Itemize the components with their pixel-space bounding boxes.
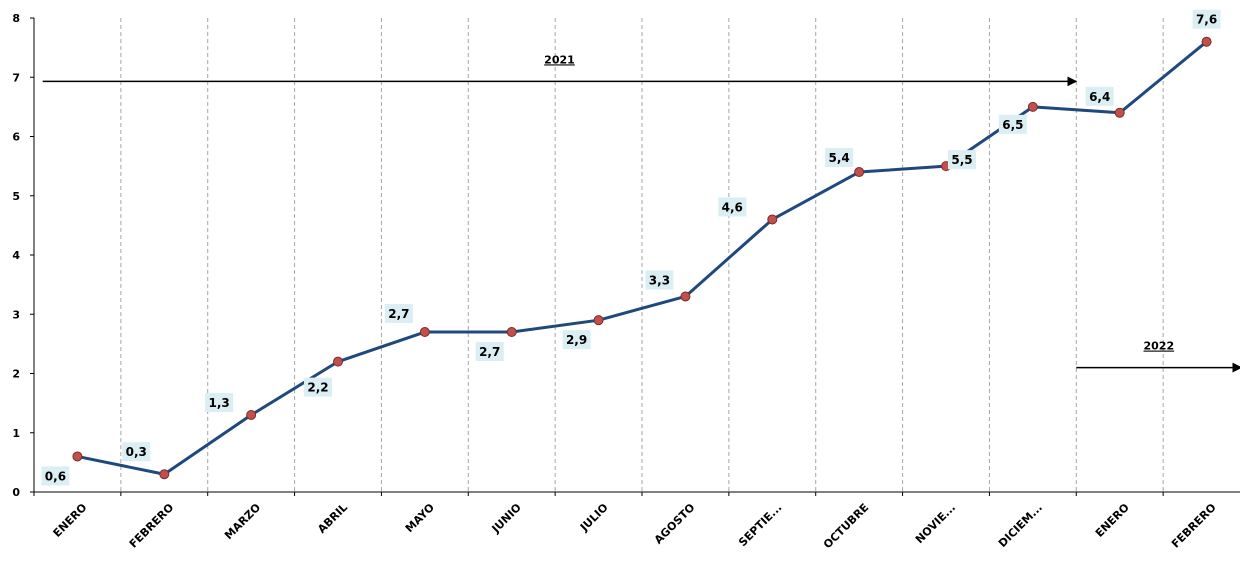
x-tick-label: JUNIO <box>489 501 524 536</box>
annotation-layer: 2021 2022 <box>42 53 1240 373</box>
x-tick-label: MARZO <box>222 501 263 542</box>
data-label: 6,4 <box>1085 86 1114 106</box>
data-point <box>593 315 604 326</box>
data-label: 4,6 <box>718 197 747 217</box>
data-label-bg <box>41 466 70 486</box>
x-tick-label: OCTUBRE <box>821 501 871 551</box>
y-tick-label: 7 <box>12 71 20 84</box>
x-tick-label: FEBRERO <box>127 501 177 551</box>
data-label: 2,7 <box>384 304 413 324</box>
data-label: 2,7 <box>475 342 504 362</box>
x-tick-label: AGOSTO <box>652 501 698 547</box>
data-label: 5,5 <box>948 150 976 170</box>
data-point <box>419 327 430 338</box>
data-label-bg <box>718 197 747 217</box>
y-tick-label: 3 <box>12 308 20 321</box>
year-label: 2022 <box>1143 340 1174 353</box>
data-label: 2,9 <box>562 330 591 350</box>
data-label: 3,3 <box>645 270 674 290</box>
label-layer: 0,6 0,3 1,3 2,2 2,7 2,7 2,9 3,3 4,6 5,4 5,5 6,5 6,4 7… <box>41 9 1221 486</box>
axis-layer: 0 1 2 3 4 5 6 7 8 ENERO FEBRERO MARZO ABRIL MAYO JUNIO… <box>12 12 1240 551</box>
data-label-bg <box>998 114 1027 134</box>
x-tick-label: DICIEM... <box>996 501 1045 550</box>
data-point <box>72 451 83 462</box>
data-label-text: 5,4 <box>829 151 850 165</box>
data-label-text: 0,3 <box>126 445 147 459</box>
data-point <box>506 327 517 338</box>
x-tick-label: JULIO <box>577 501 611 535</box>
y-tick-label: 2 <box>12 368 20 381</box>
data-label-bg <box>645 270 674 290</box>
data-label-bg <box>1192 9 1221 29</box>
data-label-bg <box>562 330 591 350</box>
x-tick-label: ABRIL <box>315 501 350 536</box>
data-label-text: 2,9 <box>566 333 587 347</box>
y-tick-label: 1 <box>12 427 20 440</box>
data-point <box>1114 107 1125 118</box>
data-point <box>1027 101 1038 112</box>
data-label: 6,5 <box>998 114 1027 134</box>
y-tick-label: 5 <box>12 190 20 203</box>
data-label-text: 5,5 <box>951 153 972 167</box>
data-point <box>680 291 691 302</box>
data-label-bg <box>825 148 854 168</box>
y-tick-label: 0 <box>12 486 20 499</box>
x-tick-label: FEBRERO <box>1169 501 1219 551</box>
y-tick-label: 4 <box>12 249 20 262</box>
data-label: 1,3 <box>205 392 234 412</box>
y-tick-label: 6 <box>12 131 20 144</box>
data-label-text: 3,3 <box>649 273 670 287</box>
data-label-bg <box>384 304 413 324</box>
data-point <box>767 214 778 225</box>
data-label-text: 1,3 <box>209 396 230 410</box>
data-label: 0,6 <box>41 466 70 486</box>
data-label-bg <box>304 377 332 397</box>
data-label-text: 6,4 <box>1089 90 1110 104</box>
y-tick-label: 8 <box>12 12 20 25</box>
data-label-text: 2,2 <box>307 381 328 395</box>
data-point <box>159 469 170 480</box>
data-label-text: 2,7 <box>388 307 409 321</box>
year-label: 2021 <box>544 53 575 66</box>
data-label: 7,6 <box>1192 9 1221 29</box>
data-label-text: 2,7 <box>479 345 500 359</box>
x-tick-label: ENERO <box>51 501 90 540</box>
data-point <box>1201 36 1212 47</box>
data-label-bg <box>205 392 234 412</box>
data-point <box>854 167 865 178</box>
data-label-bg <box>475 342 504 362</box>
x-tick-label: SEPTIE... <box>736 501 784 549</box>
data-label-bg <box>948 150 976 170</box>
data-label-text: 7,6 <box>1196 13 1217 27</box>
data-label-text: 0,6 <box>45 469 66 483</box>
data-point <box>333 356 343 367</box>
data-point <box>246 409 257 420</box>
x-tick-label: MAYO <box>403 501 437 535</box>
data-label: 0,3 <box>122 442 151 462</box>
x-tick-label: ENERO <box>1093 501 1132 540</box>
data-label-text: 6,5 <box>1002 118 1023 132</box>
grid-layer <box>120 18 1164 492</box>
data-label-bg <box>122 442 151 462</box>
data-label-text: 4,6 <box>722 200 743 214</box>
x-tick-label: NOVIE... <box>913 501 958 546</box>
data-label-bg <box>1085 86 1114 106</box>
data-label: 2,2 <box>304 377 332 397</box>
data-label: 5,4 <box>825 148 854 168</box>
